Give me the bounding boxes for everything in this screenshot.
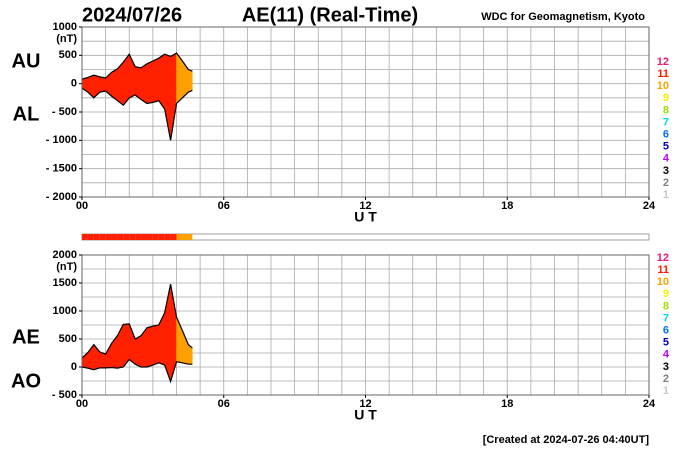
legend-entry: 8 [663, 104, 669, 116]
band-segment [188, 69, 193, 93]
x-tick-label: 24 [643, 200, 656, 212]
legend-entry: 9 [663, 92, 669, 104]
band-segment [99, 76, 106, 93]
coverage-segment [117, 234, 124, 240]
coverage-segment [164, 234, 171, 240]
x-tick-label: 00 [76, 398, 88, 410]
legend-entry: 1 [663, 189, 669, 201]
y-tick-label: 0 [71, 361, 77, 373]
legend-entry: 5 [663, 337, 669, 349]
x-tick-label: 06 [218, 398, 230, 410]
legend-entry: 10 [657, 80, 669, 92]
y-tick-label: 1000 [53, 305, 77, 317]
legend-entry: 2 [663, 177, 669, 189]
chart-title: AE(11) (Real-Time) [242, 4, 418, 26]
band-segment [146, 60, 154, 104]
legend-entry: 6 [663, 129, 669, 141]
x-tick-label: 00 [76, 200, 88, 212]
band-segment [134, 66, 142, 101]
band-segment [146, 325, 154, 368]
legend-entry: 12 [657, 56, 669, 68]
footer: [Created at 2024-07-26 04:40UT] [483, 434, 650, 446]
x-tick-label: 18 [501, 398, 513, 410]
coverage-segment [123, 234, 130, 240]
x-tick-label: 06 [218, 200, 230, 212]
coverage-segment [129, 234, 136, 240]
series-name: AO [11, 370, 41, 392]
legend-entry: 4 [663, 153, 670, 165]
legend-entry: 8 [663, 300, 669, 312]
band-segment [152, 324, 160, 366]
x-tick-label: 12 [359, 398, 371, 410]
legend-entry: 4 [663, 349, 670, 361]
date: 2024/07/26 [82, 4, 182, 26]
coverage-segment [176, 234, 183, 240]
y-tick-label: 2000 [53, 249, 77, 261]
x-tick-label: 12 [359, 200, 371, 212]
y-tick-label: 500 [59, 49, 77, 61]
x-tick-label: 18 [501, 200, 513, 212]
y-tick-label: - 1000 [46, 134, 77, 146]
series-line [81, 52, 193, 80]
legend-entry: 9 [663, 288, 669, 300]
coverage-segment [99, 234, 106, 240]
series-line [81, 358, 193, 384]
legend-entry: 11 [657, 264, 669, 276]
y-tick-label: - 500 [52, 106, 77, 118]
y-tick-label: - 1500 [46, 163, 77, 175]
legend-entry: 10 [657, 276, 669, 288]
legend-entry: 11 [657, 68, 669, 80]
y-tick-label: 1000 [53, 21, 77, 33]
band-segment [111, 68, 118, 102]
x-axis-label: U T [354, 209, 377, 225]
coverage-segment [152, 234, 159, 240]
series-line [81, 283, 193, 359]
unit-label: (nT) [56, 261, 77, 273]
legend-entry: 6 [663, 325, 669, 337]
series-line [81, 87, 193, 141]
y-tick-label: - 500 [52, 389, 77, 401]
series-name: AL [13, 103, 40, 125]
coverage-segment [158, 234, 165, 240]
legend-entry: 2 [663, 373, 669, 385]
legend-entry: 3 [663, 361, 669, 373]
coverage-segment [105, 234, 112, 240]
coverage-segment [93, 234, 100, 240]
x-axis-label: U T [354, 407, 377, 423]
legend-entry: 5 [663, 141, 669, 153]
coverage-segment [87, 234, 94, 240]
legend-entry: 7 [663, 116, 669, 128]
legend-entry: 7 [663, 312, 669, 324]
y-tick-label: 0 [71, 78, 77, 90]
coverage-segment [135, 234, 142, 240]
source: WDC for Geomagnetism, Kyoto [481, 11, 645, 23]
legend-entry: 3 [663, 165, 669, 177]
x-tick-label: 24 [643, 398, 656, 410]
coverage-segment [146, 234, 153, 240]
y-tick-label: 1500 [53, 277, 77, 289]
coverage-segment [182, 234, 189, 240]
legend-entry: 12 [657, 252, 669, 264]
band-segment [140, 63, 148, 104]
coverage-segment [188, 234, 193, 240]
legend-entry: 1 [663, 385, 669, 397]
band-segment [152, 57, 160, 103]
series-name: AU [12, 50, 41, 72]
coverage-segment [141, 234, 147, 240]
series-name: AE [12, 326, 40, 348]
coverage-segment [82, 234, 88, 240]
unit-label: (nT) [56, 33, 77, 45]
y-tick-label: - 2000 [46, 191, 77, 203]
coverage-segment [170, 234, 177, 240]
coverage-segment [111, 234, 118, 240]
band-segment [134, 335, 142, 368]
y-tick-label: 500 [59, 333, 77, 345]
